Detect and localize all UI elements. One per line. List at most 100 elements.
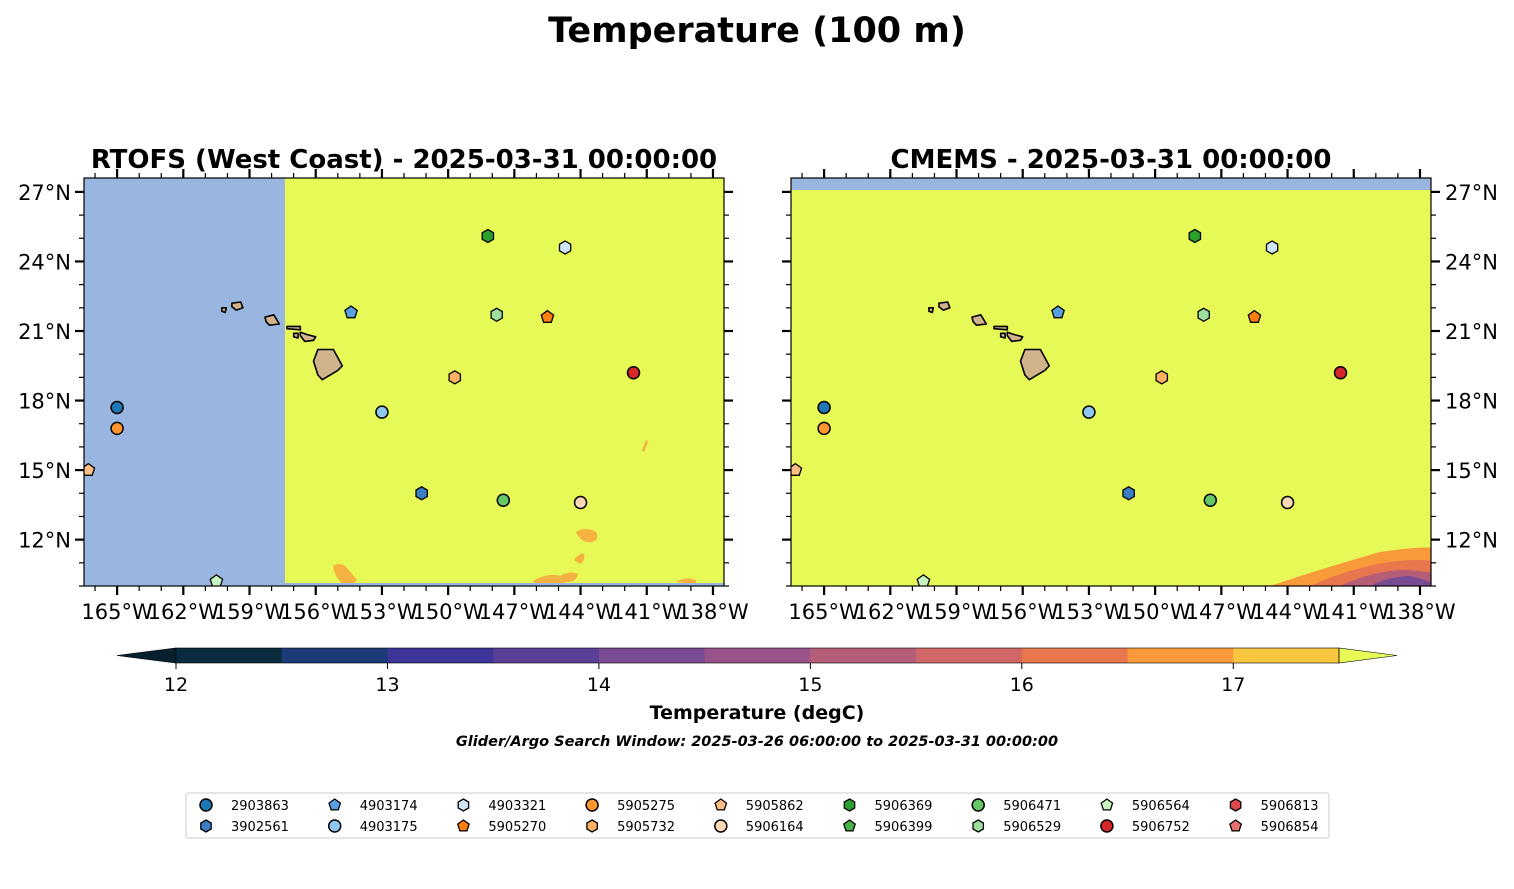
float-marker-2903863 [110,400,124,415]
temp-contour-patch [532,572,578,584]
lat-tick-label: 18°N [18,390,71,414]
lon-tick-label: 147°W [479,600,551,624]
float-marker-5906564 [916,574,931,586]
legend-marker-3902561 [200,819,212,833]
lat-tick-label: 12°N [1445,529,1498,553]
legend-label-5906854: 5906854 [1261,820,1319,835]
left-ocean-nodata [84,178,285,586]
island-niihau [928,306,935,314]
lon-tick-label: 165°W [81,600,153,624]
colorbar-tick-label: 14 [587,674,611,696]
colorbar-tick-label: 17 [1221,674,1245,696]
float-marker-3902561 [1122,486,1135,501]
legend-marker-5906529 [972,819,985,833]
island-lanai [999,332,1006,339]
island-niihau [221,306,228,314]
colorbar-bin [493,648,600,663]
right-temperature-field [791,178,1431,586]
island-oahu [264,313,281,327]
island-hawaii [1019,348,1050,381]
right-top-nodata-strip [791,178,1431,190]
lon-tick-label: 153°W [346,600,418,624]
float-marker-4903175 [1082,405,1096,419]
search-window-text: Glider/Argo Search Window: 2025-03-26 06… [456,734,1058,750]
legend-label-5906564: 5906564 [1132,799,1190,814]
float-marker-5905862 [84,462,96,476]
colorbar-bin [916,648,1023,663]
lon-tick-label: 156°W [987,600,1059,624]
colorbar-bins [116,647,1398,664]
lon-tick-label: 138°W [1384,600,1456,624]
float-marker-5905270 [540,309,555,323]
lat-tick-label: 12°N [18,529,71,553]
colorbar-bin [281,648,388,663]
left-temperature-field [285,178,724,584]
left-lat-ticks: 27°N 24°N 21°N 18°N 15°N 12°N [18,181,733,587]
legend-label-5906529: 5906529 [1003,820,1061,835]
colorbar-tick-label: 13 [375,674,399,696]
legend-label-4903321: 4903321 [488,799,546,814]
float-marker-5905862 [791,462,803,476]
float-marker-5906471 [1203,493,1218,507]
legend-box [185,792,1330,839]
colorbar-under-arrow [116,647,177,664]
colorbar-bin [704,648,811,663]
legend-marker-4903174 [328,798,342,811]
float-marker-4903174 [1051,305,1065,319]
island-maui [299,331,317,343]
float-marker-5906164 [573,495,588,510]
right-lat-ticks: 27°N 24°N 21°N 18°N 15°N 12°N [782,181,1498,587]
legend-marker-5905732 [586,819,598,833]
right-islands [928,301,1050,381]
float-marker-5906529 [1197,307,1210,323]
lon-tick-label: 150°W [412,600,484,624]
left-map-panel: RTOFS (West Coast) - 2025-03-31 00:00:00… [18,145,749,684]
float-marker-5906399 [504,672,516,684]
float-marker-5905732 [1155,370,1169,385]
colorbar-bin [1127,648,1234,663]
right-map-panel: CMEMS - 2025-03-31 00:00:00 165°W162°W15… [782,145,1498,624]
float-marker-4903321 [1265,240,1279,255]
legend-label-4903174: 4903174 [360,799,418,814]
float-marker-5905275 [817,421,831,436]
lat-tick-label: 21°N [18,320,71,344]
right-panel-title: CMEMS - 2025-03-31 00:00:00 [891,145,1332,175]
legend-marker-4903321 [457,798,470,812]
colorbar-tick-label: 15 [798,674,822,696]
float-marker-5906471 [496,493,511,507]
float-marker-3902561 [415,486,428,501]
legend-marker-5905270 [456,819,470,832]
legend-label-5905270: 5905270 [488,820,546,835]
lat-tick-label: 24°N [1445,250,1498,274]
legend-label-4903175: 4903175 [360,820,418,835]
left-lon-ticks: 165°W162°W159°W156°W153°W150°W147°W144°W… [81,169,749,624]
float-marker-5906369 [481,228,495,244]
lon-tick-label: 141°W [611,600,683,624]
legend-marker-2903863 [199,798,213,812]
legend-marker-5906854 [1229,819,1243,832]
colorbar-tick-label: 16 [1010,674,1034,696]
legend-marker-4903175 [327,819,342,833]
colorbar-bin [810,648,917,663]
legend-marker-5906813 [1229,798,1242,812]
legend-label-5906813: 5906813 [1261,799,1319,814]
temp-contour-patch [333,564,357,585]
lon-tick-label: 165°W [788,600,860,624]
colorbar-bin [1233,648,1340,663]
lon-tick-label: 150°W [1119,600,1191,624]
lon-tick-label: 156°W [280,600,352,624]
float-marker-5906369 [1188,228,1202,244]
colorbar-over-arrow [1338,647,1398,664]
legend-marker-5906564 [1100,798,1114,811]
lon-tick-label: 162°W [148,600,220,624]
legend-label-5906369: 5906369 [875,799,933,814]
legend-marker-5906752 [1100,819,1114,833]
island-lanai [292,332,299,339]
float-marker-5906164 [1280,495,1295,510]
float-marker-5906564 [209,574,224,586]
legend-marker-5905275 [585,798,599,812]
legend-marker-5906471 [971,798,985,812]
colorbar-outline [175,647,1340,664]
temp-contour-patch [1370,576,1430,586]
